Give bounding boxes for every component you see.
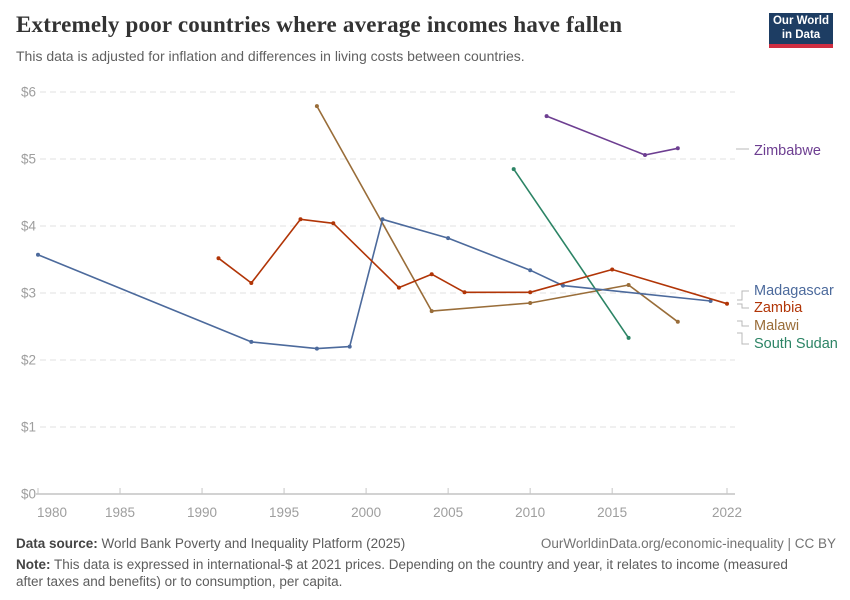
owid-logo[interactable]: Our World in Data (769, 13, 833, 48)
point-madagascar-1997[interactable] (314, 346, 319, 351)
point-madagascar-1999[interactable] (347, 344, 352, 349)
legend-label-malawi[interactable]: Malawi (754, 318, 799, 334)
x-tick-label: 1995 (269, 505, 299, 520)
point-zambia-1998[interactable] (331, 221, 336, 226)
x-tick-label: 2000 (351, 505, 381, 520)
point-zambia-2002[interactable] (396, 285, 401, 290)
note-label: Note: (16, 556, 51, 572)
line-zambia[interactable] (217, 218, 728, 305)
point-zambia-1993[interactable] (249, 281, 254, 285)
owid-logo-line1: Our World (772, 14, 829, 27)
line-malawi[interactable] (316, 105, 679, 323)
point-zimbabwe-2017[interactable] (643, 153, 647, 157)
x-tick-label: 2015 (597, 505, 627, 520)
x-tick-label: 2005 (433, 505, 463, 520)
point-madagascar-2012[interactable] (561, 283, 565, 288)
point-malawi-2004[interactable] (429, 309, 434, 314)
point-madagascar-2001[interactable] (380, 217, 385, 222)
y-tick-label: $5 (21, 152, 36, 167)
point-zambia-2015[interactable] (610, 267, 615, 272)
note-row: Note: This data is expressed in internat… (16, 557, 816, 591)
chart-footer: Data source: World Bank Poverty and Ineq… (16, 536, 836, 591)
point-malawi-1997[interactable] (314, 104, 319, 109)
source-label: Data source: (16, 536, 98, 551)
point-malawi-2016[interactable] (626, 283, 631, 287)
legend-connector-madagascar (737, 290, 749, 301)
owid-logo-line2: in Data (781, 28, 821, 41)
y-tick-label: $2 (21, 353, 36, 368)
x-tick-label: 1990 (187, 505, 217, 520)
point-madagascar-2010[interactable] (528, 268, 533, 273)
y-tick-label: $3 (21, 286, 36, 301)
point-zambia-2004[interactable] (429, 272, 434, 277)
x-tick-label: 1980 (37, 505, 67, 520)
legend-connector-zambia (737, 303, 749, 309)
legend-connector-malawi (737, 320, 749, 327)
point-zambia-2006[interactable] (462, 290, 467, 295)
x-tick-label: 2022 (712, 505, 742, 520)
x-tick-label: 2010 (515, 505, 545, 520)
point-south-sudan-2016[interactable] (626, 335, 631, 340)
source-text: World Bank Poverty and Inequality Platfo… (97, 536, 406, 551)
legend-label-south-sudan[interactable]: South Sudan (754, 336, 838, 352)
point-zimbabwe-2019[interactable] (675, 146, 680, 151)
legend-connector-south-sudan (737, 332, 749, 345)
point-zambia-2010[interactable] (528, 290, 533, 295)
legend-label-madagascar[interactable]: Madagascar (754, 283, 834, 299)
point-malawi-2019[interactable] (675, 319, 680, 324)
point-madagascar-1980[interactable] (36, 252, 40, 257)
point-madagascar-2005[interactable] (446, 236, 451, 241)
y-tick-label: $4 (21, 219, 37, 234)
y-tick-label: $0 (21, 487, 36, 502)
legend-label-zimbabwe[interactable]: Zimbabwe (754, 143, 821, 159)
y-tick-label: $1 (21, 420, 36, 435)
point-malawi-2010[interactable] (528, 301, 533, 305)
legend-label-zambia[interactable]: Zambia (754, 300, 803, 316)
note-text: This data is expressed in international-… (16, 556, 788, 589)
point-south-sudan-2009[interactable] (511, 167, 516, 172)
point-zimbabwe-2011[interactable] (544, 114, 549, 119)
owid-link[interactable]: OurWorldinData.org/economic-inequality |… (540, 536, 836, 551)
chart-subtitle: This data is adjusted for inflation and … (16, 48, 525, 64)
x-tick-label: 1985 (105, 505, 135, 520)
point-madagascar-1993[interactable] (249, 339, 254, 344)
chart-title: Extremely poor countries where average i… (16, 12, 623, 37)
point-zambia-2022[interactable] (725, 301, 729, 306)
line-south-sudan[interactable] (512, 168, 630, 339)
point-madagascar-2021[interactable] (708, 299, 713, 303)
point-zambia-1996[interactable] (298, 217, 303, 222)
point-zambia-1991[interactable] (216, 256, 221, 261)
line-madagascar[interactable] (37, 218, 712, 350)
source-row: Data source: World Bank Poverty and Ineq… (16, 536, 836, 553)
line-zimbabwe[interactable] (545, 115, 679, 156)
y-tick-label: $6 (21, 85, 36, 100)
